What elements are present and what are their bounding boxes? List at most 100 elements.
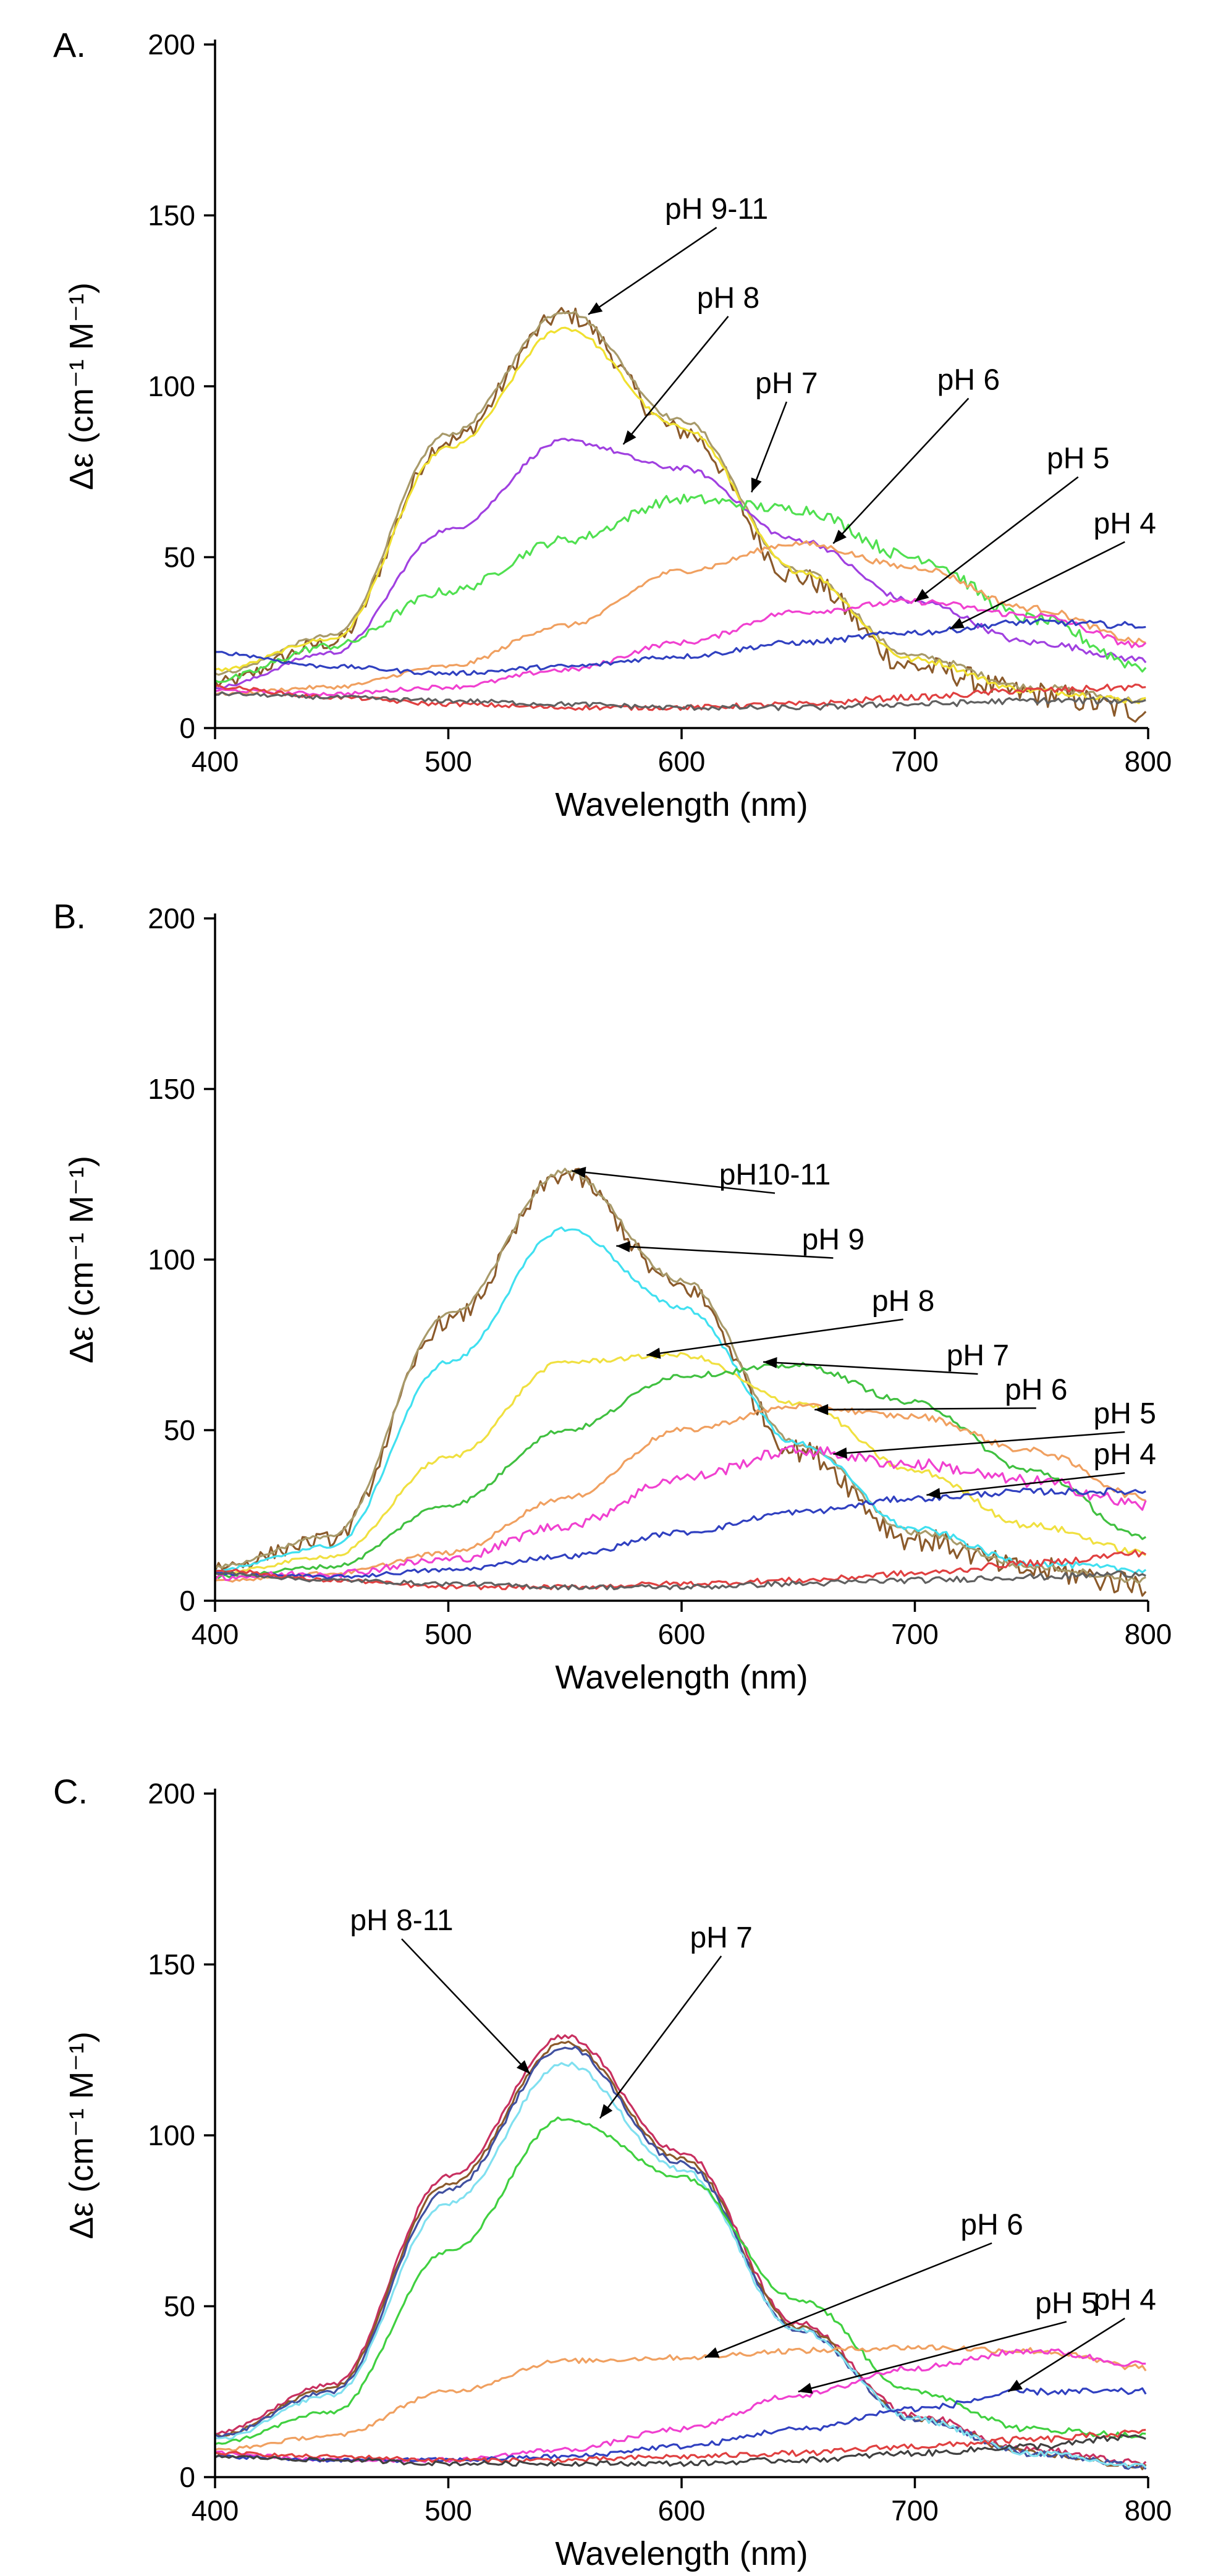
annotation-arrow [814,1407,1036,1411]
series-line-ph-7 [214,493,1147,684]
annotation: pH 8 [622,282,759,445]
series-line-ph-10 [214,2040,1147,2470]
annotation-label: pH10-11 [719,1159,831,1192]
annotation-arrow [401,1938,531,2075]
y-tick-label: 0 [179,712,195,744]
series-line-ph-4 [214,1487,1146,1580]
y-tick-label: 150 [148,1949,195,1981]
annotation-label: pH 8 [697,282,759,315]
series-group [214,307,1147,723]
annotation: pH 9 [616,1223,865,1259]
series-line-ph-7 [214,1362,1147,1579]
chart-panel-3: C. 400 500 600 700 800 0 50 100 150 200 Wavelength … [53,1772,1172,2572]
panel-label: A. [53,25,86,64]
annotation: pH 5 [833,1397,1156,1459]
chart-panel-2: B. 400 500 600 700 800 0 50 100 150 200 Wavelength … [53,897,1172,1696]
y-tick-label: 50 [164,541,195,574]
series-line-ph-5 [214,2348,1146,2464]
y-tick-label: 200 [148,28,195,61]
series-group [214,1167,1147,1597]
x-tick-label: 600 [658,2494,706,2527]
annotation-arrow [622,316,729,445]
y-tick-label: 100 [148,1244,195,1276]
annotation-arrowhead [704,2347,720,2358]
series-line-ph-2 [214,1570,1146,1591]
annotation: pH 6 [832,364,1000,544]
series-group [214,2034,1147,2470]
series-line-ph-7 [214,2116,1146,2446]
series-line-ph-6 [214,1402,1146,1583]
x-tick-label: 700 [891,2494,939,2527]
annotation-label: pH 5 [1047,443,1109,475]
annotation-arrow [599,1955,722,2119]
x-tick-label: 500 [425,1618,472,1650]
series-line-ph-5 [214,1444,1147,1582]
series-line-ph-4 [215,617,1146,676]
annotation-arrowhead [516,2060,530,2074]
annotation-arrow [572,1170,776,1194]
annotation-label: pH 4 [1094,507,1156,540]
series-line-ph-2 [215,691,1146,711]
y-tick-label: 0 [179,2461,195,2493]
annotation: pH 8 [646,1285,934,1359]
series-line-ph-11 [214,2034,1147,2467]
y-tick-label: 100 [148,2119,195,2151]
chart-panel-1: A. 400 500 600 700 800 0 50 100 150 200 Wavelength … [53,25,1172,823]
y-axis-title: Δε (cm⁻¹ M⁻¹) [63,1156,100,1363]
x-axis-title: Wavelength (nm) [555,2535,808,2572]
y-tick-label: 0 [179,1585,195,1617]
annotation-arrowhead [572,1166,586,1178]
series-line-ph-3 [214,684,1146,711]
panel-label: C. [53,1772,88,1811]
series-line-ph-8 [214,1352,1146,1575]
annotation-arrow [833,1431,1125,1455]
annotation-label: pH 5 [1094,1397,1156,1430]
series-line-ph-10 [214,1167,1146,1585]
series-line-ph-11 [214,307,1147,723]
annotation: pH 7 [599,1921,753,2119]
x-tick-label: 700 [891,745,939,777]
annotation: pH 8-11 [350,1904,531,2075]
annotation-arrow [751,401,788,493]
annotation-arrowhead [833,530,847,544]
annotation-arrowhead [623,430,636,445]
annotation-arrowhead [833,1447,847,1459]
annotation-arrow [616,1245,834,1259]
annotation-arrow [949,541,1125,630]
annotation-label: pH 9 [802,1223,865,1256]
annotation: pH 7 [763,1339,1009,1375]
annotation-label: pH 4 [1094,2284,1156,2316]
annotation-arrowhead [616,1241,630,1253]
series-line-ph-6 [214,2344,1147,2452]
annotation: pH 9-11 [588,193,768,315]
annotation: pH 5 [914,443,1109,603]
annotation-arrowhead [599,2104,613,2119]
x-tick-label: 600 [658,1618,706,1650]
x-tick-label: 400 [192,745,239,777]
series-line-ph-8 [214,2061,1147,2468]
y-tick-label: 50 [164,2290,195,2323]
annotation: pH 7 [751,367,818,493]
annotation-arrow [798,2321,1067,2392]
annotation-arrowhead [915,588,929,602]
annotation-arrow [588,226,717,315]
annotation-arrowhead [763,1357,777,1368]
y-tick-label: 50 [164,1414,195,1446]
annotation-label: pH 6 [1005,1373,1067,1406]
annotation: pH 6 [704,2208,1023,2358]
series-line-ph-9 [214,1226,1147,1574]
x-tick-label: 800 [1125,745,1172,777]
annotation-label: pH 8-11 [350,1904,453,1937]
series-line-ph-10 [214,310,1146,704]
x-tick-label: 500 [425,2494,472,2527]
annotation: pH10-11 [572,1159,831,1194]
annotation-arrow [763,1361,978,1375]
annotation-arrowhead [646,1347,661,1359]
x-axis-title: Wavelength (nm) [555,786,808,823]
annotation-arrow [832,397,970,544]
annotation-arrowhead [926,1488,941,1499]
series-line-ph-9 [214,326,1146,705]
x-tick-label: 600 [658,745,706,777]
series-line-ph-2 [214,2434,1146,2467]
